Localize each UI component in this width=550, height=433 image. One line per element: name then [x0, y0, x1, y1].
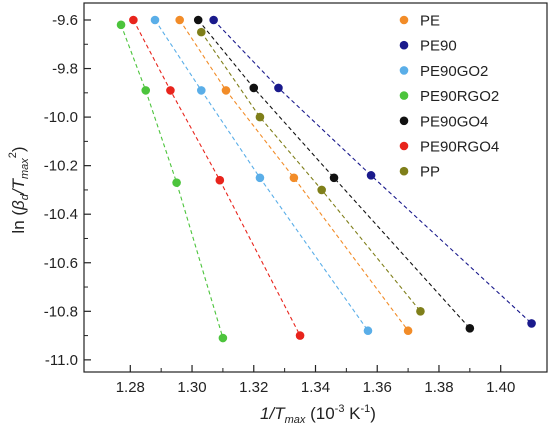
- legend-label: PE90: [420, 38, 457, 55]
- data-point: [249, 83, 259, 93]
- legend-item-pp: PP: [399, 164, 440, 181]
- data-point: [366, 171, 376, 180]
- legend-marker: [399, 116, 409, 126]
- plot-area: 1.28 1.30 1.32 1.34 1.36 1.38 1.40 -9.6 -9.8 -10.…: [44, 2, 548, 396]
- legend-marker: [399, 141, 409, 151]
- data-point: [255, 112, 265, 122]
- data-point: [363, 326, 373, 336]
- legend-marker: [399, 66, 409, 75]
- legend-marker: [399, 40, 409, 50]
- series-pe: [175, 15, 413, 336]
- legend-item-pe90go4: PE90GO4: [399, 113, 488, 130]
- x-tick-label: 1.38: [424, 379, 453, 396]
- data-point: [196, 86, 206, 95]
- data-point: [193, 15, 203, 25]
- data-point: [116, 20, 126, 30]
- legend-item-pe90go2: PE90GO2: [399, 63, 488, 80]
- x-tick-label: 1.34: [301, 379, 330, 396]
- x-tick-label: 1.40: [486, 379, 515, 396]
- series-pe90rgo4: [129, 15, 305, 340]
- x-tick-label: 1.32: [239, 379, 268, 396]
- series-line: [132, 19, 301, 336]
- series-line: [197, 19, 471, 329]
- data-point: [274, 83, 283, 93]
- legend-item-pe90rgo2: PE90RGO2: [399, 88, 499, 105]
- data-point: [403, 326, 413, 336]
- legend-marker: [399, 166, 409, 176]
- series-line: [179, 19, 409, 332]
- legend-label: PE90RGO4: [420, 139, 499, 156]
- data-point: [317, 185, 326, 195]
- data-point: [221, 86, 231, 95]
- data-point: [218, 333, 228, 343]
- series-line: [120, 24, 224, 339]
- legend-label: PE: [420, 13, 440, 30]
- series-line: [154, 19, 369, 332]
- series-layer: [116, 15, 536, 343]
- y-tick-label: -10.6: [44, 255, 78, 272]
- series-line: [213, 19, 532, 324]
- legend-marker: [399, 91, 409, 100]
- y-tick-label: -9.8: [52, 61, 78, 78]
- data-point: [295, 331, 305, 340]
- series-pe90go2: [150, 15, 373, 336]
- y-tick-label: -10.0: [44, 109, 78, 126]
- data-point: [527, 319, 536, 328]
- series-pe90: [209, 15, 536, 328]
- legend-item-pe90: PE90: [399, 38, 457, 55]
- data-point: [166, 86, 175, 95]
- x-tick-label: 1.30: [177, 379, 206, 396]
- legend-item-pe: PE: [399, 13, 440, 30]
- y-tick-label: -10.4: [44, 206, 78, 223]
- data-point: [255, 173, 265, 183]
- data-point: [129, 15, 138, 25]
- data-point: [141, 86, 151, 95]
- y-tick-label: -10.2: [44, 158, 78, 175]
- data-point: [196, 27, 206, 37]
- series-pe90rgo2: [116, 20, 228, 343]
- data-point: [465, 324, 475, 333]
- data-point: [150, 15, 160, 25]
- legend: PE PE90 PE90GO2 PE90RGO2 PE90GO4 PE90RGO4 PP: [399, 13, 499, 181]
- data-point: [172, 178, 181, 187]
- y-tick-label: -11.0: [45, 352, 78, 369]
- legend-label: PE90RGO2: [420, 88, 499, 105]
- series-line: [200, 31, 421, 312]
- legend-label: PE90GO4: [420, 113, 488, 130]
- data-point: [289, 173, 299, 183]
- series-pp: [196, 27, 425, 316]
- x-tick-label: 1.36: [363, 379, 392, 396]
- series-pe90go4: [193, 15, 475, 333]
- data-point: [416, 307, 425, 316]
- y-axis-title: ln (βd/Tmax2): [7, 146, 31, 233]
- legend-label: PP: [420, 164, 440, 181]
- legend-marker: [399, 15, 409, 25]
- data-point: [329, 173, 339, 183]
- x-tick-label: 1.28: [116, 379, 145, 396]
- x-axis-title: 1/Tmax (10-3 K-1): [260, 403, 376, 426]
- y-tick-label: -9.6: [52, 12, 78, 29]
- legend-label: PE90GO2: [420, 63, 488, 80]
- y-tick-label: -10.8: [44, 303, 78, 320]
- data-point: [175, 15, 184, 25]
- data-point: [209, 15, 218, 25]
- data-point: [215, 175, 225, 185]
- legend-item-pe90rgo4: PE90RGO4: [399, 139, 499, 156]
